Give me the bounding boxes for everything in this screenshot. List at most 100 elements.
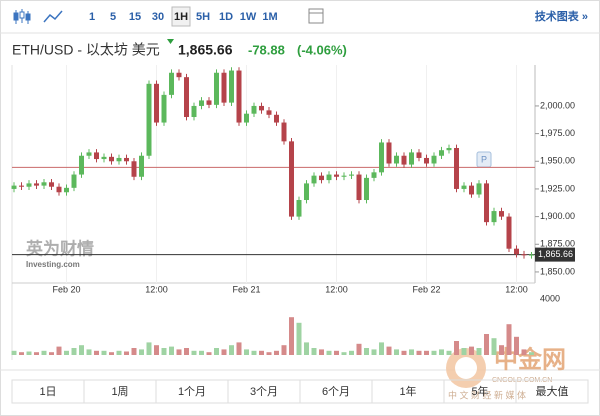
candle-body <box>319 175 324 181</box>
candle-body <box>244 113 249 123</box>
volume-bar <box>296 322 302 355</box>
volume-bar <box>184 348 189 355</box>
price: 1,865.66 <box>178 42 233 58</box>
x-tick-label: 12:00 <box>325 284 348 294</box>
interval-button[interactable]: 30 <box>152 11 164 23</box>
volume-bar <box>11 350 17 355</box>
table-icon[interactable] <box>308 8 324 24</box>
volume-bar <box>229 345 234 355</box>
site-watermark: 中金网 CNGOLD.COM.CN 中 文 财 经 新 媒 体 <box>446 345 566 400</box>
range-button[interactable]: 1周 <box>111 385 128 398</box>
interval-button[interactable]: 15 <box>129 11 141 23</box>
candle-body <box>109 156 114 162</box>
y-tick-label: 2,000.00 <box>540 100 575 110</box>
volume-bar <box>94 350 99 355</box>
candle-body <box>169 72 174 95</box>
candle-body <box>64 187 69 193</box>
range-button[interactable]: 1日 <box>39 386 56 398</box>
range-button-box[interactable] <box>515 379 589 404</box>
candle-body <box>79 155 84 175</box>
candle-body <box>439 150 444 156</box>
range-button[interactable]: 5年 <box>471 384 488 398</box>
y-tick-label: 1,925.00 <box>540 183 575 193</box>
volume-bar <box>364 348 369 355</box>
volume-bar <box>484 334 489 355</box>
candle-icon[interactable] <box>13 9 31 24</box>
volume-bar <box>281 345 287 355</box>
interval-button[interactable]: 1 <box>89 11 95 23</box>
interval-button[interactable]: 5 <box>110 11 116 23</box>
volume-bar <box>49 352 54 355</box>
candle-body <box>49 182 54 187</box>
interval-button[interactable]: 1W <box>240 11 257 23</box>
candle-body <box>476 183 482 195</box>
range-button[interactable]: 6个月 <box>322 385 350 398</box>
volume-bar <box>236 342 242 355</box>
volume-bar <box>266 352 272 355</box>
volume-bar <box>176 349 182 355</box>
candle-body <box>416 152 422 158</box>
candle-body <box>311 175 317 184</box>
candle-body <box>221 72 227 103</box>
change-arrow <box>167 39 174 44</box>
tech-chart-link[interactable]: 技术图表 » <box>535 9 588 23</box>
volume-bar <box>289 317 294 355</box>
candle-body <box>131 161 137 177</box>
volume-bar <box>34 352 39 355</box>
candle-body <box>334 174 339 177</box>
candle-body <box>116 157 122 162</box>
line-icon[interactable] <box>43 10 63 23</box>
candle-body <box>469 185 474 195</box>
volume-bar <box>476 348 482 355</box>
volume-bar <box>326 350 332 355</box>
volume-bar <box>386 346 392 355</box>
watermark: 中金网 <box>494 345 566 373</box>
event-marker-label[interactable]: P <box>481 154 487 164</box>
candle-body <box>521 254 527 256</box>
candle-body <box>259 105 264 111</box>
range-button[interactable]: 3个月 <box>250 385 278 398</box>
candle-body <box>431 155 437 164</box>
candle-body <box>506 216 512 249</box>
candle-body <box>409 152 414 165</box>
range-button[interactable]: 1年 <box>399 384 416 398</box>
candle-body <box>424 157 429 164</box>
volume-bar <box>401 350 407 355</box>
range-button[interactable]: 1个月 <box>178 385 206 398</box>
watermark: 英为财情 <box>26 238 94 258</box>
volume-bar <box>304 342 309 355</box>
volume-bar <box>491 338 497 355</box>
volume-bar <box>221 349 227 355</box>
volume-bar <box>334 350 339 355</box>
volume-bar <box>124 351 129 355</box>
volume-bar <box>409 349 414 355</box>
candle-body <box>41 182 47 186</box>
x-tick-label: Feb 20 <box>52 284 80 294</box>
candle-body <box>19 185 24 187</box>
interval-button[interactable]: 1H <box>174 11 188 23</box>
volume-bar <box>259 350 264 355</box>
candle-body <box>371 172 377 178</box>
y-tick-label: 1,850.00 <box>540 266 575 276</box>
volume-bar <box>311 348 317 355</box>
y-tick-label: 1,975.00 <box>540 128 575 138</box>
interval-button[interactable]: 1D <box>219 11 233 23</box>
candle-body <box>176 72 182 78</box>
volume-tick-label: 4000 <box>540 293 560 303</box>
candle-body <box>379 142 384 173</box>
candle-body <box>364 177 369 201</box>
candle-body <box>124 157 129 162</box>
candle-body <box>191 105 197 118</box>
volume-bar <box>514 336 519 355</box>
volume-bar <box>139 349 144 355</box>
volume-bar <box>214 348 219 355</box>
candle-body <box>236 70 242 123</box>
volume-bar <box>26 351 32 355</box>
range-button[interactable]: 最大值 <box>536 384 569 398</box>
candle-body <box>86 152 92 156</box>
interval-button[interactable]: 5H <box>196 11 210 23</box>
candle-body <box>26 183 32 187</box>
interval-button[interactable]: 1M <box>262 11 277 23</box>
